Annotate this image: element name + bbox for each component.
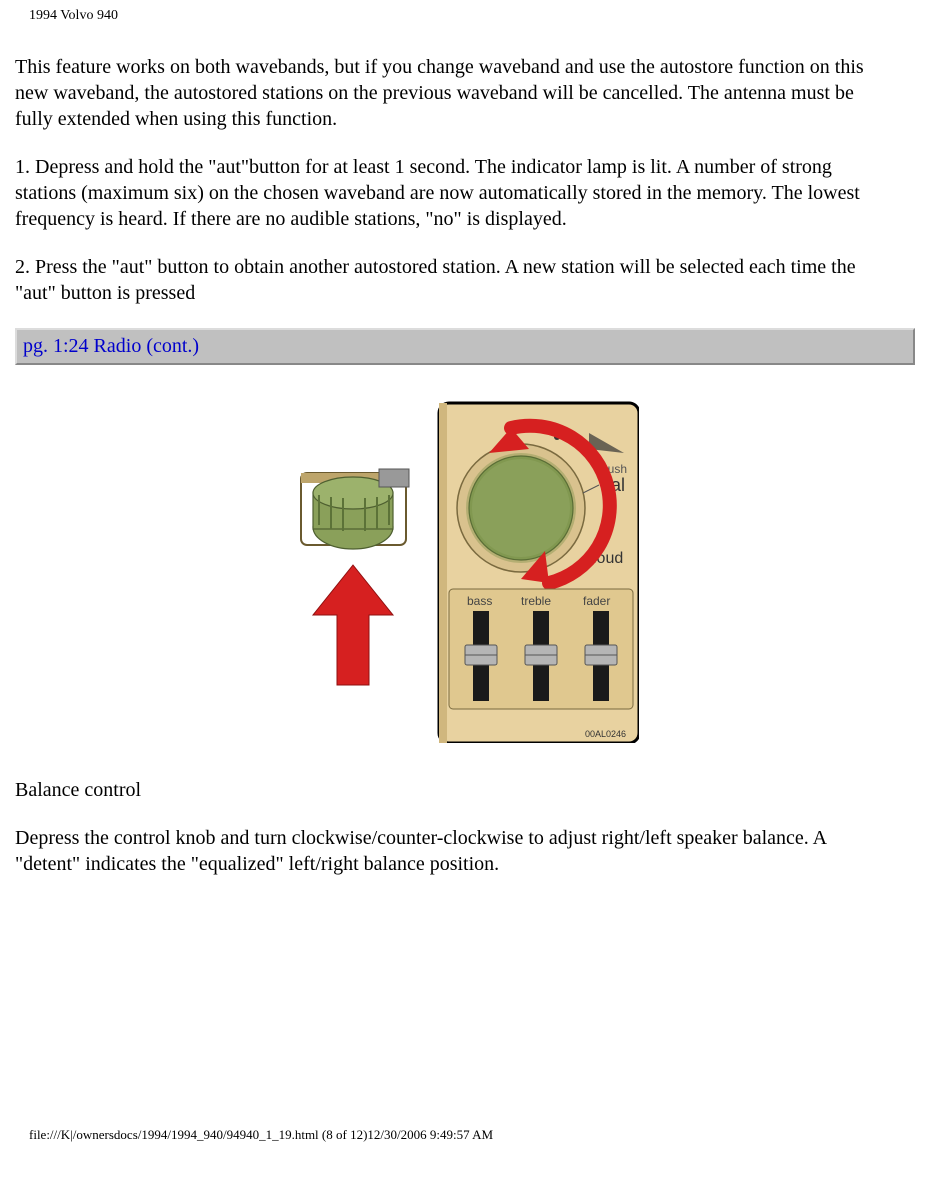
paragraph-step2: 2. Press the "aut" button to obtain anot…	[15, 254, 895, 306]
balance-body: Depress the control knob and turn clockw…	[15, 825, 895, 877]
knob-pulled-icon	[301, 469, 409, 549]
label-treble: treble	[521, 594, 551, 608]
page-header: 1994 Volvo 940	[29, 8, 912, 24]
diagram-code: 00AL0246	[585, 729, 626, 739]
radio-diagram-figure: push bal loud	[15, 393, 912, 749]
paragraph-intro: This feature works on both wavebands, bu…	[15, 54, 895, 132]
section-bar-label: pg. 1:24 Radio (cont.)	[23, 335, 199, 357]
paragraph-step1: 1. Depress and hold the "aut"button for …	[15, 154, 895, 232]
section-bar: pg. 1:24 Radio (cont.)	[15, 328, 915, 365]
label-bass: bass	[467, 594, 492, 608]
arrow-up-icon	[313, 565, 393, 685]
balance-heading: Balance control	[15, 777, 895, 803]
label-fader: fader	[583, 594, 610, 608]
page-footer: file:///K|/ownersdocs/1994/1994_940/9494…	[29, 1127, 912, 1143]
radio-diagram: push bal loud	[289, 393, 639, 743]
page: 1994 Volvo 940 This feature works on bot…	[0, 0, 927, 1143]
